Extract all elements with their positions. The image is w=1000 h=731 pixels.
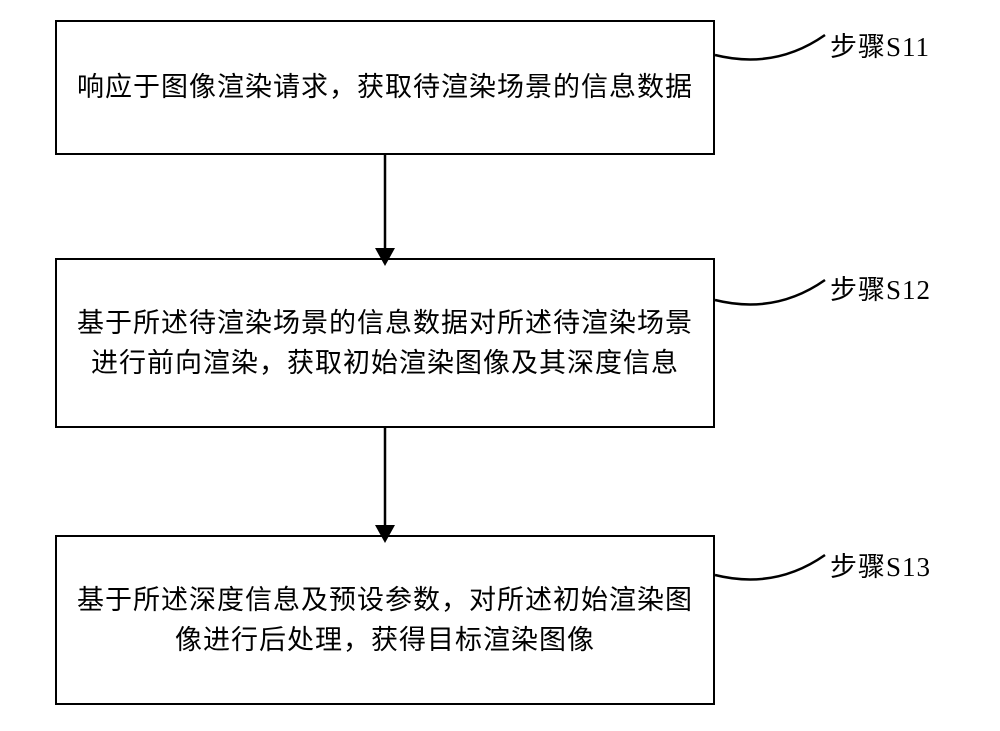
connector-s11 [715,35,825,60]
step-label-s12: 步骤S12 [830,268,931,307]
step-box-s11: 响应于图像渲染请求，获取待渲染场景的信息数据 [55,20,715,155]
connector-s13 [715,555,825,580]
step-box-s13: 基于所述深度信息及预设参数，对所述初始渲染图像进行后处理，获得目标渲染图像 [55,535,715,705]
step-label-s13: 步骤S13 [830,545,931,584]
connector-s12 [715,280,825,305]
step-text-s13: 基于所述深度信息及预设参数，对所述初始渲染图像进行后处理，获得目标渲染图像 [77,580,693,661]
step-label-s11: 步骤S11 [830,25,930,64]
step-box-s12: 基于所述待渲染场景的信息数据对所述待渲染场景进行前向渲染，获取初始渲染图像及其深… [55,258,715,428]
step-text-s12: 基于所述待渲染场景的信息数据对所述待渲染场景进行前向渲染，获取初始渲染图像及其深… [77,303,693,384]
step-text-s11: 响应于图像渲染请求，获取待渲染场景的信息数据 [77,67,693,108]
